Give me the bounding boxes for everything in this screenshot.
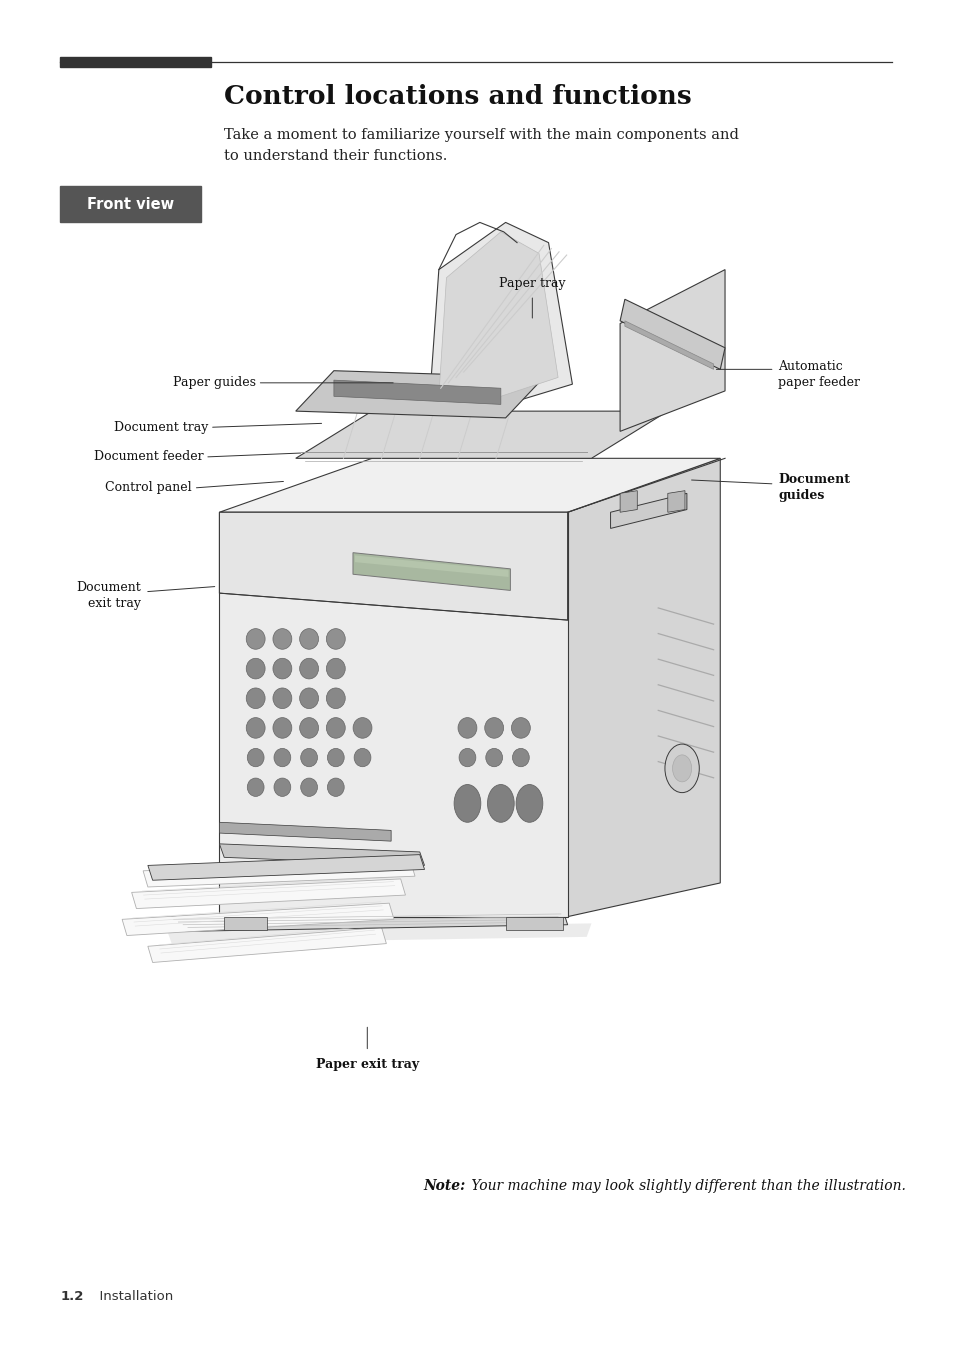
Polygon shape bbox=[219, 512, 567, 917]
Text: Control locations and functions: Control locations and functions bbox=[224, 84, 691, 109]
Text: Document
exit tray: Document exit tray bbox=[76, 581, 141, 611]
Ellipse shape bbox=[246, 687, 265, 709]
Ellipse shape bbox=[300, 778, 317, 797]
Text: Document tray: Document tray bbox=[113, 421, 208, 434]
Polygon shape bbox=[667, 491, 684, 512]
Ellipse shape bbox=[327, 778, 344, 797]
Ellipse shape bbox=[485, 748, 502, 767]
Polygon shape bbox=[438, 232, 558, 396]
Ellipse shape bbox=[354, 748, 371, 767]
Ellipse shape bbox=[273, 717, 292, 739]
Ellipse shape bbox=[247, 778, 264, 797]
Bar bbox=[60, 186, 201, 222]
Text: Document
guides: Document guides bbox=[778, 473, 849, 503]
Polygon shape bbox=[295, 371, 543, 418]
Ellipse shape bbox=[299, 658, 318, 679]
Text: Control panel: Control panel bbox=[105, 481, 192, 495]
Bar bbox=[60, 57, 211, 66]
Polygon shape bbox=[505, 917, 562, 930]
Polygon shape bbox=[610, 493, 686, 528]
Text: Automatic
paper feeder: Automatic paper feeder bbox=[778, 360, 860, 390]
Polygon shape bbox=[619, 299, 724, 369]
Ellipse shape bbox=[246, 717, 265, 739]
Ellipse shape bbox=[274, 778, 291, 797]
Polygon shape bbox=[172, 910, 567, 931]
Polygon shape bbox=[148, 927, 386, 962]
Ellipse shape bbox=[326, 687, 345, 709]
Circle shape bbox=[516, 785, 542, 822]
Text: Take a moment to familiarize yourself with the main components and
to understand: Take a moment to familiarize yourself wi… bbox=[224, 128, 739, 163]
Ellipse shape bbox=[273, 658, 292, 679]
Ellipse shape bbox=[299, 687, 318, 709]
Ellipse shape bbox=[300, 748, 317, 767]
Polygon shape bbox=[219, 458, 720, 512]
Polygon shape bbox=[429, 222, 572, 404]
Ellipse shape bbox=[511, 717, 530, 739]
Text: Installation: Installation bbox=[91, 1290, 172, 1304]
Ellipse shape bbox=[353, 717, 372, 739]
Polygon shape bbox=[619, 270, 724, 431]
Polygon shape bbox=[219, 512, 567, 620]
Ellipse shape bbox=[246, 658, 265, 679]
Text: Paper guides: Paper guides bbox=[172, 376, 255, 390]
Polygon shape bbox=[122, 903, 394, 936]
Ellipse shape bbox=[457, 717, 476, 739]
Ellipse shape bbox=[299, 717, 318, 739]
Ellipse shape bbox=[246, 628, 265, 650]
Ellipse shape bbox=[326, 658, 345, 679]
Ellipse shape bbox=[484, 717, 503, 739]
Polygon shape bbox=[295, 411, 667, 458]
Ellipse shape bbox=[299, 628, 318, 650]
Polygon shape bbox=[334, 380, 500, 404]
Text: Document feeder: Document feeder bbox=[93, 450, 203, 464]
Polygon shape bbox=[132, 879, 405, 909]
Ellipse shape bbox=[458, 748, 476, 767]
Polygon shape bbox=[567, 458, 720, 917]
Polygon shape bbox=[224, 917, 267, 930]
Ellipse shape bbox=[273, 628, 292, 650]
Ellipse shape bbox=[326, 717, 345, 739]
Ellipse shape bbox=[273, 687, 292, 709]
Ellipse shape bbox=[247, 748, 264, 767]
Polygon shape bbox=[219, 822, 391, 841]
Circle shape bbox=[454, 785, 480, 822]
Polygon shape bbox=[355, 555, 508, 577]
Polygon shape bbox=[167, 923, 591, 944]
Polygon shape bbox=[143, 860, 415, 887]
Polygon shape bbox=[219, 844, 424, 865]
Ellipse shape bbox=[327, 748, 344, 767]
Polygon shape bbox=[624, 321, 713, 369]
Circle shape bbox=[664, 744, 699, 793]
Circle shape bbox=[672, 755, 691, 782]
Ellipse shape bbox=[326, 628, 345, 650]
Circle shape bbox=[487, 785, 514, 822]
Text: Paper tray: Paper tray bbox=[498, 276, 565, 290]
Text: 1.2: 1.2 bbox=[60, 1290, 84, 1304]
Text: Your machine may look slightly different than the illustration.: Your machine may look slightly different… bbox=[467, 1180, 905, 1193]
Polygon shape bbox=[353, 553, 510, 590]
Text: Front view: Front view bbox=[87, 197, 174, 212]
Text: Paper exit tray: Paper exit tray bbox=[315, 1058, 418, 1072]
Text: Note:: Note: bbox=[423, 1180, 465, 1193]
Polygon shape bbox=[619, 491, 637, 512]
Ellipse shape bbox=[274, 748, 291, 767]
Ellipse shape bbox=[512, 748, 529, 767]
Polygon shape bbox=[148, 855, 424, 880]
